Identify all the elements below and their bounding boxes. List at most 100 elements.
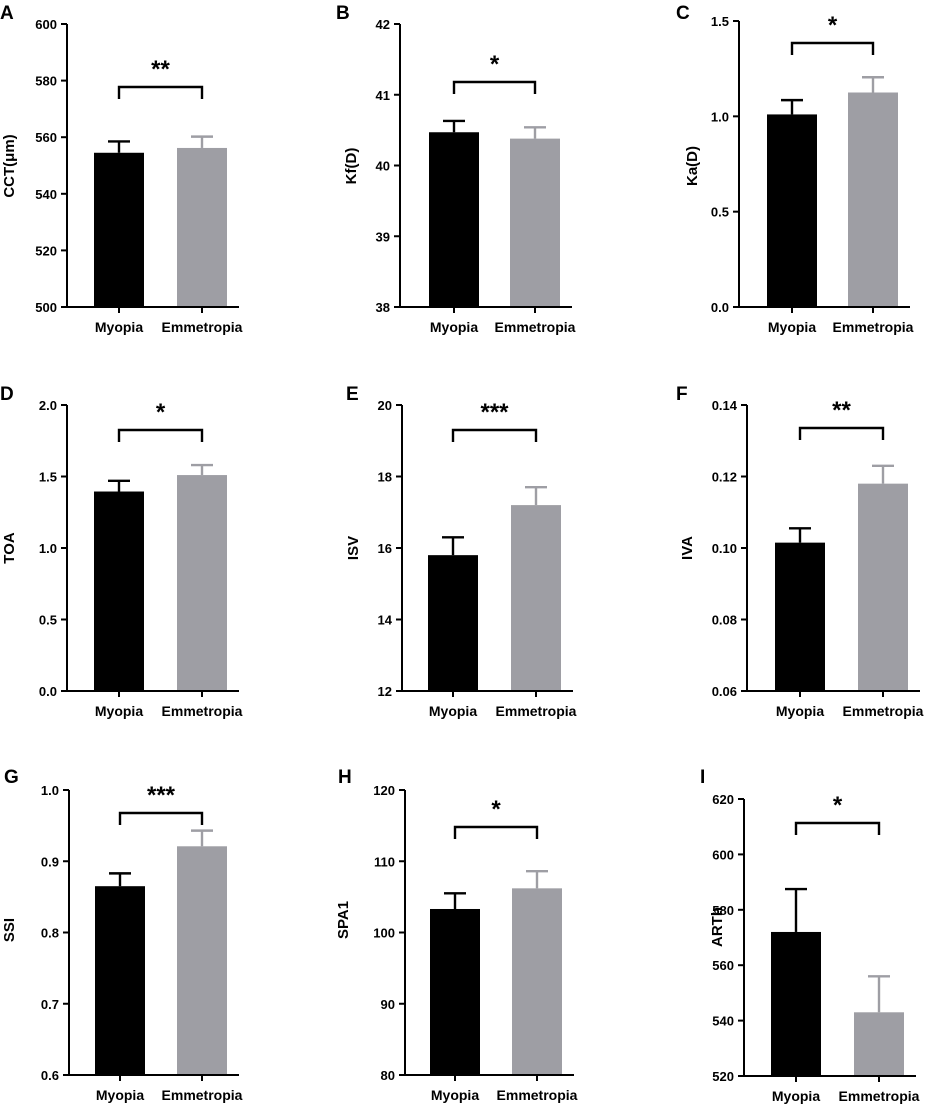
y-tick-label: 2.0 [39, 398, 57, 413]
significance-bracket [451, 428, 538, 442]
x-tick-label: Myopia [96, 1087, 144, 1103]
y-tick-label: 520 [35, 243, 57, 258]
y-axis-title: Ka(D) [684, 146, 701, 186]
significance-bracket [118, 811, 204, 825]
y-tick-label: 18 [378, 470, 392, 485]
x-tick-label: Emmetropia [496, 703, 577, 719]
bar-myopia [429, 132, 479, 307]
significance-stars: * [490, 51, 500, 78]
y-tick-label: 110 [374, 854, 395, 869]
significance-bracket [117, 428, 204, 442]
y-tick-label: 42 [376, 17, 390, 32]
y-tick-label: 540 [712, 1014, 734, 1029]
x-tick-label: Myopia [95, 703, 143, 719]
bar-myopia [430, 908, 480, 1075]
y-tick-label: 580 [35, 74, 57, 89]
panel-letter: D [0, 384, 14, 405]
x-tick-label: Myopia [429, 703, 477, 719]
x-tick-label: Emmetropia [497, 1087, 578, 1103]
panel-e: E ISV 12 14 16 18 20 Myopia Emmetropia *** [345, 384, 577, 719]
bar-emmetropia [177, 475, 227, 691]
panel-letter: I [700, 767, 705, 788]
y-axis-title: Kf(D) [343, 148, 360, 185]
y-tick-label: 500 [35, 300, 57, 315]
significance-bracket [452, 80, 537, 94]
y-tick-label: 80 [381, 1068, 395, 1083]
significance-stars: * [828, 12, 838, 39]
panel-d: D TOA 0.0 0.5 1.0 1.5 2.0 Myopia Emmetropia * [0, 384, 243, 719]
x-tick-label: Emmetropia [162, 1087, 243, 1103]
y-tick-label: 0.9 [41, 854, 59, 869]
y-tick-label: 0.08 [712, 613, 737, 628]
panel-f: F IVA 0.06 0.08 0.10 0.12 0.14 Myopia Emmetrop… [676, 384, 924, 719]
panel-letter: C [676, 3, 690, 24]
chart-marks: 520 540 560 580 600 620 Myopia Emmetropia * [712, 792, 919, 1104]
panel-g: G SSI 0.6 0.7 0.8 0.9 1.0 Myopia Emmetropia *** [1, 767, 243, 1103]
y-axis-title: ARTh [709, 907, 726, 947]
y-tick-label: 520 [712, 1069, 734, 1084]
y-tick-label: 0.14 [712, 398, 738, 413]
y-tick-label: 560 [712, 958, 734, 973]
y-axis-title: IVA [679, 536, 696, 560]
x-tick-label: Emmetropia [839, 1088, 920, 1104]
chart-marks: 12 14 16 18 20 Myopia Emmetropia *** [378, 398, 577, 719]
bar-emmetropia [858, 483, 908, 691]
bar-emmetropia [511, 505, 561, 691]
y-tick-label: 0.5 [711, 205, 729, 220]
chart-marks: 38 39 40 41 42 Myopia Emmetropia * [376, 17, 576, 335]
significance-stars: ** [832, 397, 851, 424]
y-tick-label: 14 [378, 613, 393, 628]
y-tick-label: 1.0 [41, 783, 59, 798]
y-axis-title: CCT(μm) [1, 134, 18, 197]
panel-letter: G [4, 767, 19, 788]
x-tick-label: Myopia [776, 703, 824, 719]
x-tick-label: Emmetropia [162, 319, 243, 335]
y-tick-label: 0.6 [41, 1068, 59, 1083]
bar-myopia [775, 542, 825, 691]
significance-bracket [790, 41, 875, 55]
significance-bracket [794, 821, 881, 835]
y-tick-label: 560 [35, 130, 57, 145]
y-tick-label: 620 [712, 792, 734, 807]
y-tick-label: 0.06 [712, 684, 737, 699]
significance-stars: *** [147, 782, 176, 809]
significance-bracket [798, 426, 885, 440]
y-tick-label: 540 [35, 187, 57, 202]
y-tick-label: 0.12 [712, 470, 737, 485]
y-tick-label: 0.10 [712, 541, 737, 556]
y-axis-title: TOA [1, 532, 18, 564]
significance-stars: * [833, 792, 843, 819]
x-tick-label: Myopia [768, 319, 816, 335]
y-tick-label: 120 [373, 783, 395, 798]
bar-myopia [767, 114, 817, 307]
panel-a: A CCT(μm) 500 520 540 560 580 600 Myopia Emmetr… [0, 3, 243, 335]
bar-emmetropia [848, 92, 898, 307]
significance-bracket [453, 825, 539, 839]
x-tick-label: Myopia [772, 1088, 820, 1104]
y-tick-label: 1.0 [39, 541, 57, 556]
significance-stars: *** [480, 399, 509, 426]
bar-emmetropia [512, 888, 562, 1075]
bar-myopia [771, 931, 821, 1076]
y-tick-label: 0.8 [41, 926, 59, 941]
y-tick-label: 1.5 [711, 14, 729, 29]
significance-stars: * [156, 399, 166, 426]
x-tick-label: Myopia [430, 319, 478, 335]
chart-marks: 0.6 0.7 0.8 0.9 1.0 Myopia Emmetropia *** [41, 782, 243, 1103]
y-tick-label: 12 [378, 684, 392, 699]
y-tick-label: 90 [381, 997, 395, 1012]
panel-c: C Ka(D) 0.0 0.5 1.0 1.5 Myopia Emmetropia * [676, 3, 914, 335]
panel-letter: B [336, 3, 350, 24]
panel-letter: H [338, 767, 352, 788]
y-tick-label: 38 [376, 300, 390, 315]
chart-marks: 500 520 540 560 580 600 Myopia Emmetropia ** [35, 17, 242, 335]
y-tick-label: 0.0 [39, 684, 57, 699]
bar-emmetropia [854, 1012, 904, 1076]
panel-b: B Kf(D) 38 39 40 41 42 Myopia Emmetropia * [336, 3, 576, 335]
x-tick-label: Emmetropia [162, 703, 243, 719]
panel-h: H SPA1 80 90 100 110 120 Myopia Emmetropia * [335, 767, 578, 1103]
y-tick-label: 1.5 [39, 470, 57, 485]
bar-emmetropia [177, 147, 227, 307]
y-tick-label: 39 [376, 229, 390, 244]
